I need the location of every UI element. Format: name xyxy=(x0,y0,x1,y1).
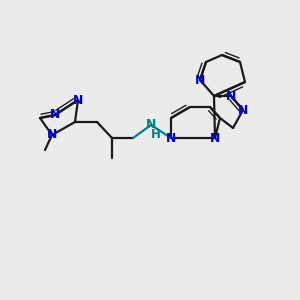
Text: N: N xyxy=(226,89,236,103)
Text: N: N xyxy=(50,109,60,122)
Text: N: N xyxy=(238,103,248,116)
Text: N: N xyxy=(47,128,57,142)
Text: N: N xyxy=(195,74,205,86)
Text: N: N xyxy=(146,118,156,131)
Text: H: H xyxy=(151,128,161,140)
Text: N: N xyxy=(73,94,83,106)
Text: N: N xyxy=(166,131,176,145)
Text: N: N xyxy=(210,131,220,145)
